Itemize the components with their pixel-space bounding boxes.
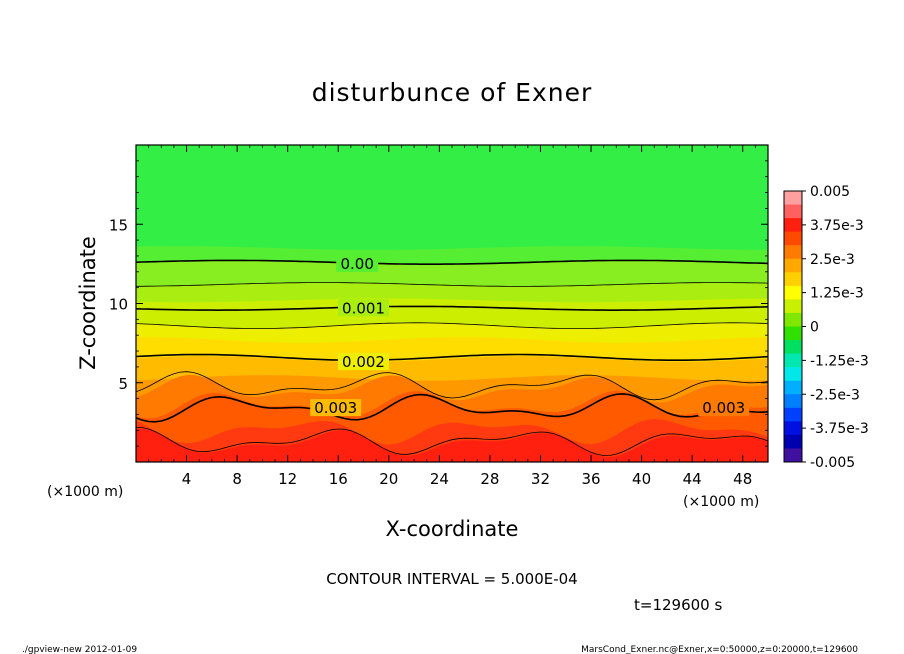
x-tick-label: 28 bbox=[480, 470, 499, 488]
colorbar-segment bbox=[784, 340, 802, 355]
x-tick-label: 8 bbox=[232, 470, 242, 488]
contour-label: 0.002 bbox=[342, 353, 385, 371]
contour-line bbox=[136, 322, 768, 329]
colorbar: 0.005 3.75e-3 2.5e-3 1.25e-3 0 -1.25e-3 -2.5e-… bbox=[783, 184, 869, 471]
colorbar-segment bbox=[784, 218, 802, 233]
x-tick-label: 36 bbox=[581, 470, 600, 488]
colorbar-segment bbox=[784, 245, 802, 260]
colorbar-segment bbox=[784, 421, 802, 436]
colorbar-label: 0.005 bbox=[810, 184, 850, 200]
colorbar-label: 1.25e-3 bbox=[810, 286, 864, 302]
contour-line bbox=[136, 282, 768, 287]
time-text: t=129600 s bbox=[634, 596, 722, 614]
colorbar-segment bbox=[784, 312, 802, 327]
footer-left: ./gpview-new 2012-01-09 bbox=[22, 645, 137, 654]
colorbar-segment bbox=[784, 204, 802, 219]
y-tick-label: 15 bbox=[109, 216, 128, 234]
footer-right: MarsCond_Exner.nc@Exner,x=0:50000,z=0:20… bbox=[581, 645, 858, 654]
contour-label: 0.001 bbox=[342, 299, 385, 317]
colorbar-segment bbox=[784, 299, 802, 314]
x-unit-right: (×1000 m) bbox=[683, 494, 759, 510]
colorbar-segment bbox=[784, 191, 802, 206]
colorbar-segment bbox=[784, 394, 802, 409]
x-tick-label: 32 bbox=[531, 470, 550, 488]
contour-label: 0.003 bbox=[702, 399, 745, 417]
colorbar-label: -2.5e-3 bbox=[810, 387, 860, 403]
x-tick-label: 20 bbox=[379, 470, 398, 488]
contour-interval-text: CONTOUR INTERVAL = 5.000E-04 bbox=[326, 570, 577, 588]
contour-label-bg bbox=[338, 353, 390, 371]
x-tick-label: 24 bbox=[430, 470, 449, 488]
contour-label: 0.003 bbox=[314, 399, 357, 417]
y-tick-label: 5 bbox=[118, 375, 128, 393]
colorbar-segment bbox=[784, 272, 802, 287]
x-tick-label: 48 bbox=[733, 470, 752, 488]
colorbar-segment bbox=[784, 367, 802, 382]
colorbar-segment bbox=[784, 285, 802, 300]
y-axis-label: Z-coordinate bbox=[76, 236, 100, 370]
x-axis-label: X-coordinate bbox=[386, 517, 519, 541]
colorbar-segment bbox=[784, 326, 802, 341]
x-tick-label: 40 bbox=[632, 470, 651, 488]
colorbar-segment bbox=[784, 407, 802, 422]
x-tick-label: 12 bbox=[278, 470, 297, 488]
contour-line bbox=[136, 353, 768, 361]
colorbar-segment bbox=[784, 380, 802, 395]
x-axis: 4 8 12 16 20 24 28 32 36 40 44 48 bbox=[135, 145, 769, 488]
contour-line bbox=[136, 259, 768, 265]
chart-title: disturbunce of Exner bbox=[312, 78, 593, 107]
y-axis: 5 10 15 bbox=[109, 144, 768, 463]
colorbar-label: 3.75e-3 bbox=[810, 218, 864, 234]
colorbar-segment bbox=[784, 231, 802, 246]
colorbar-segment bbox=[784, 448, 802, 463]
colorbar-label: -3.75e-3 bbox=[810, 421, 869, 437]
colorbar-segment bbox=[784, 353, 802, 368]
colorbar-segment bbox=[784, 434, 802, 449]
y-tick-label: 10 bbox=[109, 296, 128, 314]
x-tick-label: 44 bbox=[683, 470, 702, 488]
contour-line bbox=[136, 305, 768, 312]
contour-line bbox=[136, 393, 768, 423]
colorbar-label: 2.5e-3 bbox=[810, 252, 855, 268]
contour-label-bg bbox=[338, 299, 390, 317]
x-unit-left: (×1000 m) bbox=[47, 484, 123, 500]
colorbar-label: -0.005 bbox=[810, 455, 855, 471]
contour-line bbox=[136, 427, 768, 456]
colorbar-segment bbox=[784, 258, 802, 273]
contour-label-bg bbox=[336, 254, 379, 272]
plot-area: 0.00 0.001 0.002 0.003 0.003 bbox=[136, 145, 768, 462]
field-band bbox=[136, 428, 768, 462]
x-tick-label: 4 bbox=[182, 470, 192, 488]
contour-label: 0.00 bbox=[340, 255, 373, 273]
contour-label-bg bbox=[310, 399, 362, 417]
colorbar-label: 0 bbox=[810, 320, 819, 336]
contour-label-bg bbox=[698, 399, 750, 417]
colorbar-label: -1.25e-3 bbox=[810, 353, 869, 369]
contour-line bbox=[136, 371, 768, 401]
x-tick-label: 16 bbox=[329, 470, 348, 488]
